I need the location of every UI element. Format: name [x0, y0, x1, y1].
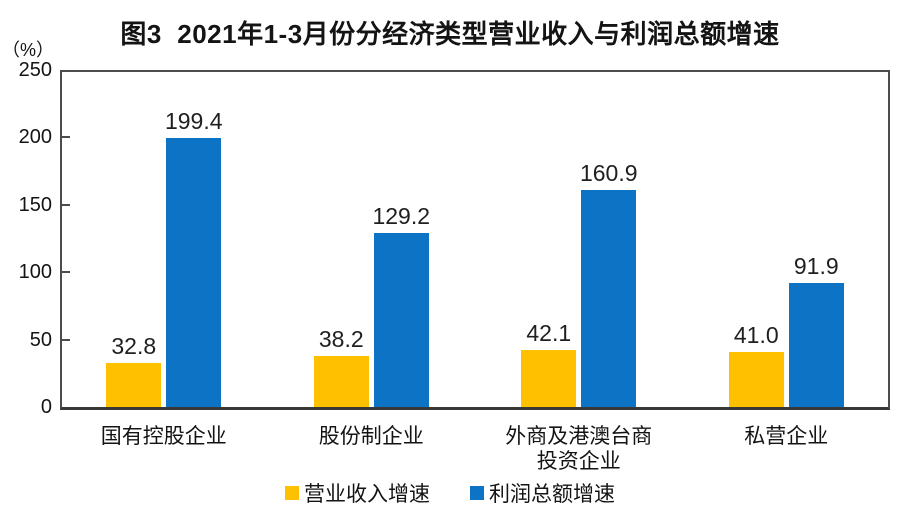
bar-profit — [788, 283, 844, 407]
y-axis-unit-label: （%） — [1, 40, 54, 60]
y-tick-mark — [62, 271, 70, 274]
chart-title: 图3 2021年1-3月份分经济类型营业收入与利润总额增速 — [120, 19, 780, 49]
bar-profit — [373, 232, 429, 407]
bar-revenue — [313, 355, 369, 407]
legend: 营业收入增速 利润总额增速 — [0, 478, 900, 508]
legend-label: 营业收入增速 — [304, 483, 430, 506]
bar-value-label: 32.8 — [111, 332, 157, 359]
y-tick-label: 50 — [29, 328, 52, 351]
y-tick-mark — [62, 136, 70, 139]
bar-value-label: 129.2 — [372, 202, 431, 229]
bar-value-label: 41.0 — [733, 321, 779, 348]
y-tick-label: 150 — [18, 193, 52, 216]
bar-profit — [166, 138, 222, 407]
y-tick-label: 100 — [18, 261, 52, 284]
bar-revenue — [106, 362, 162, 407]
x-category-label: 外商及港澳台商 投资企业 — [505, 425, 653, 473]
bar-value-label: 42.1 — [526, 320, 572, 347]
legend-item: 营业收入增速 — [285, 478, 430, 508]
bar-profit — [581, 190, 637, 407]
x-category-label: 股份制企业 — [318, 425, 424, 448]
legend-label: 利润总额增速 — [489, 483, 615, 506]
legend-swatch-profit — [470, 486, 484, 500]
x-category-label: 国有控股企业 — [100, 425, 227, 448]
y-tick-label: 200 — [18, 126, 52, 149]
bar-value-label: 160.9 — [579, 160, 638, 187]
bar-value-label: 91.9 — [793, 253, 839, 280]
y-tick-label: 250 — [18, 59, 52, 81]
bar-revenue — [728, 351, 784, 407]
x-category-label: 私营企业 — [744, 425, 829, 448]
bar-value-label: 38.2 — [318, 325, 364, 352]
y-tick-mark — [62, 203, 70, 206]
y-tick-mark — [62, 338, 70, 341]
y-tick-label: 0 — [40, 396, 52, 418]
bar-value-label: 199.4 — [164, 108, 223, 135]
bar-revenue — [521, 350, 577, 407]
legend-swatch-revenue — [285, 486, 299, 500]
legend-item: 利润总额增速 — [470, 478, 615, 508]
